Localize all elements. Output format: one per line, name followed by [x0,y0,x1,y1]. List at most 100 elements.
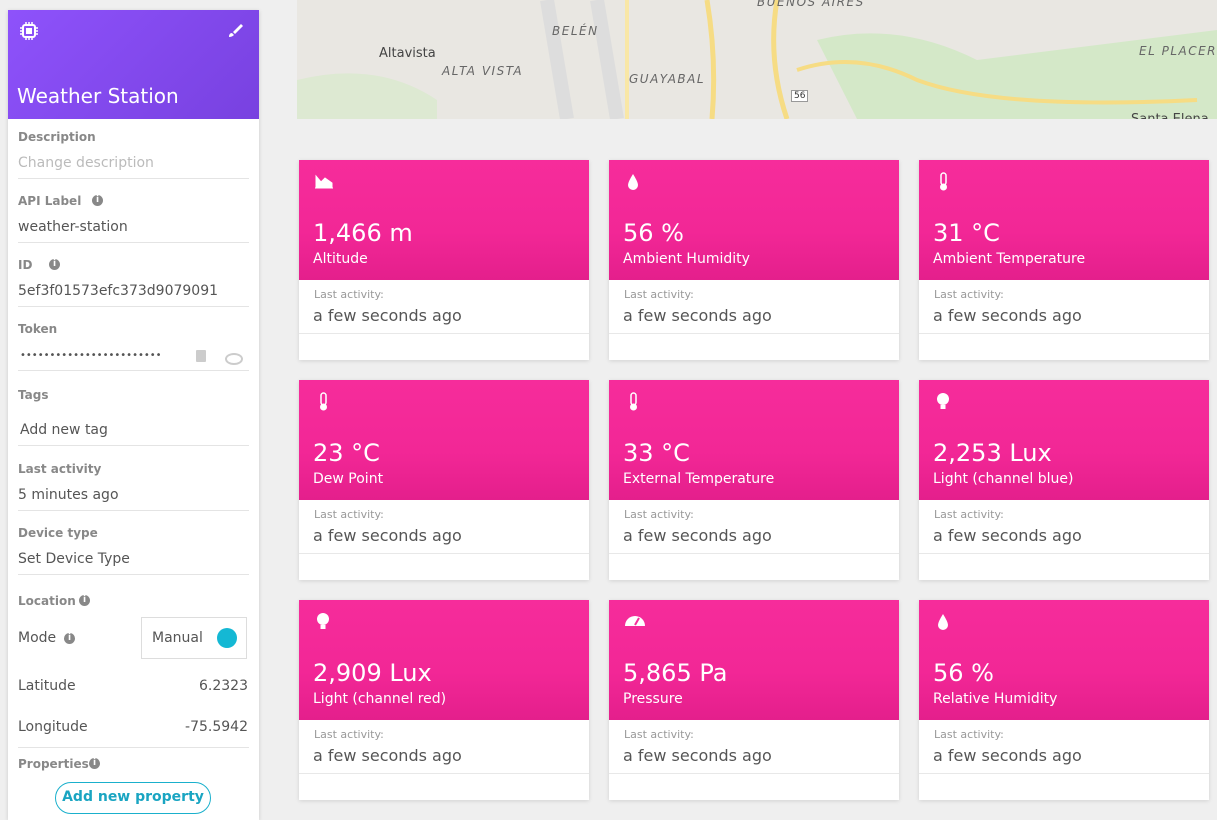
variable-card[interactable]: 56 % Ambient Humidity Last activity: a few … [609,160,899,360]
variable-value: 56 % [623,219,684,247]
map-label: Altavista [379,46,436,61]
card-header: 5,865 Pa Pressure [609,600,899,720]
field-label: Description [18,130,96,144]
card-header: 33 °C External Temperature [609,380,899,500]
variable-name: Ambient Humidity [623,251,750,267]
field-label: Last activity [18,462,102,476]
variable-value: 33 °C [623,439,690,467]
variable-icon [937,393,949,409]
divider [919,773,1209,774]
show-button[interactable] [225,353,243,365]
field-label: API Label [18,194,82,208]
map-label: ALTA VISTA [442,64,524,78]
sidebar: Weather Station Description Change descri… [8,10,259,820]
variable-value: 31 °C [933,219,1000,247]
map-label: 56 [791,90,809,102]
variable-value: 2,909 Lux [313,659,432,687]
map-label: BELÉN [552,24,599,38]
activity-label: Last activity: [934,508,1004,521]
variable-value: 5,865 Pa [623,659,728,687]
latitude-label: Latitude [18,678,76,694]
variable-icon [630,392,637,411]
map-label: BUENOS AIRES [757,0,865,9]
divider [18,370,249,371]
variable-name: Light (channel blue) [933,471,1074,487]
dropdown-icon[interactable] [217,628,237,648]
map[interactable]: BUENOS AIRES BELÉN Altavista ALTA VISTA GUAY… [297,0,1217,119]
info-icon: i [89,758,100,769]
info-icon: i [92,195,103,206]
variable-card[interactable]: 23 °C Dew Point Last activity: a few second… [299,380,589,580]
divider [609,333,899,334]
variable-card[interactable]: 2,909 Lux Light (channel red) Last activit… [299,600,589,800]
activity-value: a few seconds ago [313,306,462,325]
divider [299,773,589,774]
location-label: Location [18,594,76,608]
activity-label: Last activity: [314,508,384,521]
divider [299,553,589,554]
activity-value: a few seconds ago [933,746,1082,765]
add-property-button[interactable]: Add new property [55,782,211,814]
divider [18,178,249,179]
activity-label: Last activity: [624,728,694,741]
edit-color-button[interactable] [226,22,244,40]
divider [299,333,589,334]
variable-name: Pressure [623,691,683,707]
map-label: EL PLACER [1139,44,1217,58]
divider [609,773,899,774]
variable-value: 2,253 Lux [933,439,1052,467]
card-header: 56 % Ambient Humidity [609,160,899,280]
info-icon: i [49,259,60,270]
field-value: 5ef3f01573efc373d9079091 [18,283,219,299]
variable-name: External Temperature [623,471,775,487]
card-header: 1,466 m Altitude [299,160,589,280]
activity-value: a few seconds ago [623,526,772,545]
variable-card[interactable]: 31 °C Ambient Temperature Last activity: a … [919,160,1209,360]
variable-name: Relative Humidity [933,691,1058,707]
variable-card[interactable]: 5,865 Pa Pressure Last activity: a few seco… [609,600,899,800]
variable-card[interactable]: 33 °C External Temperature Last activity: a… [609,380,899,580]
divider [18,445,249,446]
field-value[interactable]: Add new tag [20,422,108,438]
field-value[interactable]: Change description [18,155,154,171]
card-header: 56 % Relative Humidity [919,600,1209,720]
divider [18,574,249,575]
variable-name: Ambient Temperature [933,251,1086,267]
variable-card[interactable]: 56 % Relative Humidity Last activity: a few… [919,600,1209,800]
field-value: weather-station [18,219,128,235]
divider [18,242,249,243]
variable-value: 1,466 m [313,219,413,247]
field-label: Token [18,322,58,336]
mode-select[interactable]: Manual [141,617,247,659]
variable-icon [317,613,329,629]
field-label: Device type [18,526,98,540]
divider [919,333,1209,334]
divider [919,553,1209,554]
variable-card[interactable]: 1,466 m Altitude Last activity: a few secon… [299,160,589,360]
info-icon: i [64,633,75,644]
variable-icon [938,614,948,630]
activity-value: a few seconds ago [933,306,1082,325]
card-header: 2,253 Lux Light (channel blue) [919,380,1209,500]
divider [18,747,249,748]
variable-card[interactable]: 2,253 Lux Light (channel blue) Last activi… [919,380,1209,580]
variable-icon [315,174,333,189]
variable-icon [628,174,638,190]
divider [609,553,899,554]
activity-value: a few seconds ago [623,306,772,325]
activity-value: a few seconds ago [313,526,462,545]
copy-button[interactable] [196,350,206,362]
divider [18,510,249,511]
variable-icon [625,616,645,626]
field-value[interactable]: Set Device Type [18,551,130,567]
activity-label: Last activity: [624,508,694,521]
variable-icon [940,172,947,191]
variable-value: 56 % [933,659,994,687]
info-icon: i [79,595,90,606]
card-header: 2,909 Lux Light (channel red) [299,600,589,720]
field-label: ID [18,258,33,272]
sidebar-header: Weather Station [8,10,259,119]
variable-value: 23 °C [313,439,380,467]
